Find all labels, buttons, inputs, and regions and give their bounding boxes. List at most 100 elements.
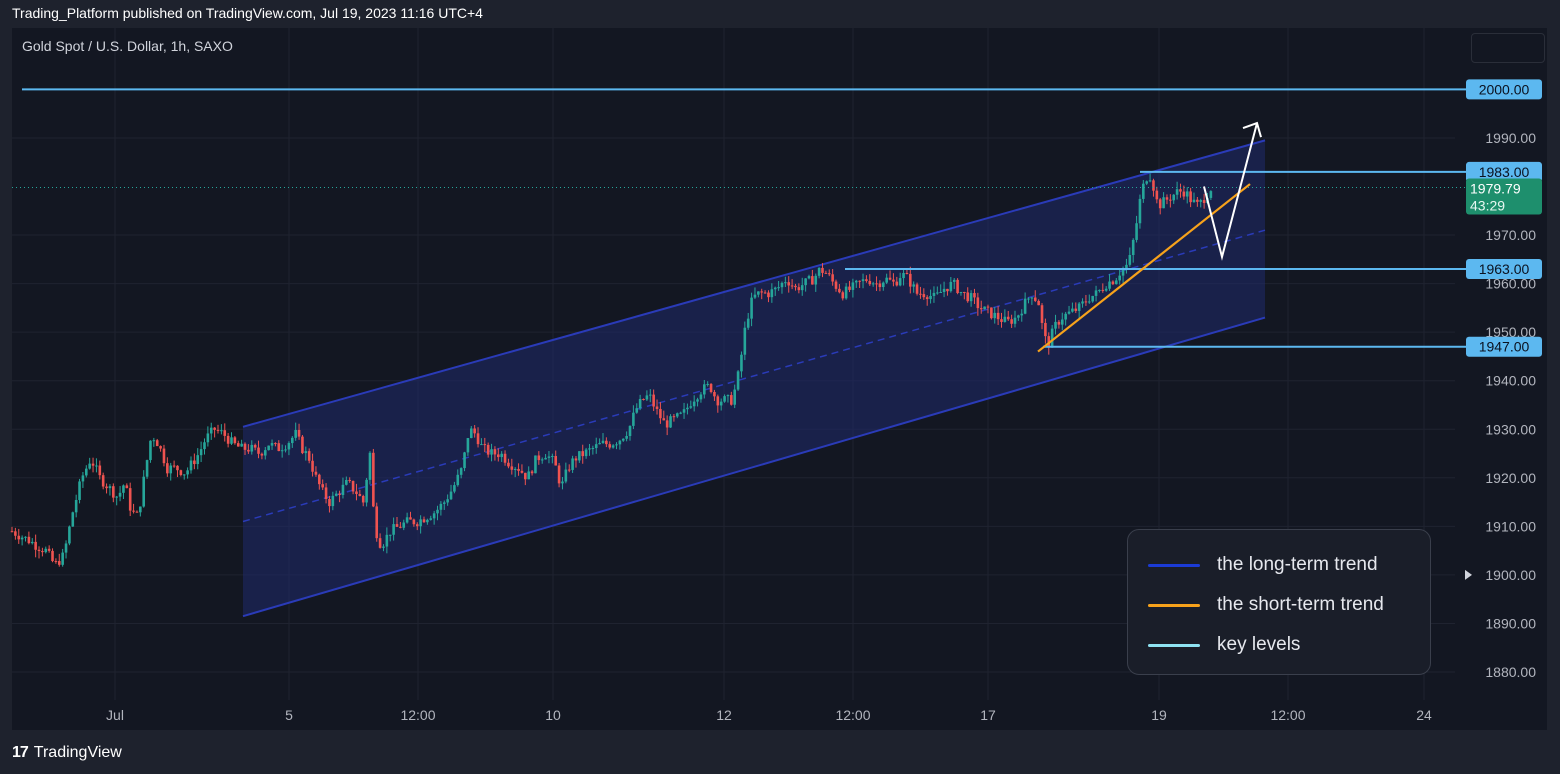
candle-body-down <box>321 484 324 488</box>
candle-body-down <box>1111 281 1115 285</box>
candle-body-down <box>128 488 132 511</box>
candle-body-up <box>1027 298 1030 300</box>
tradingview-logo-text: TradingView <box>33 744 122 761</box>
candle-body-down <box>1010 319 1013 324</box>
key-level-tag <box>1466 336 1542 357</box>
candle-body-down <box>274 443 277 445</box>
candle-body-down <box>713 392 716 397</box>
candle-body-down <box>1152 180 1155 191</box>
candle-body-down <box>179 470 183 475</box>
candle-body-up <box>186 470 189 475</box>
candle-body-up <box>733 389 736 405</box>
candle-body-up <box>1071 308 1074 312</box>
x-tick-label: 24 <box>1416 707 1432 723</box>
candle-body-up <box>807 276 811 279</box>
candle-body-down <box>355 491 358 495</box>
candle-body-up <box>632 412 635 426</box>
candle-body-down <box>925 297 929 300</box>
projection-arrow <box>1203 121 1262 261</box>
candle-body-down <box>510 466 514 470</box>
candle-body-down <box>213 427 216 430</box>
candle-body-down <box>176 465 179 471</box>
candle-body-up <box>1098 289 1101 291</box>
candle-body-down <box>608 444 612 448</box>
candle-body-down <box>1182 191 1186 197</box>
candle-body-down <box>892 279 895 282</box>
candle-body-down <box>236 443 240 447</box>
candle-body-down <box>665 420 669 428</box>
candle-body-up <box>817 267 821 276</box>
candle-body-up <box>696 399 699 402</box>
candle-body-down <box>716 396 720 406</box>
long-term-channel <box>242 139 1266 618</box>
candle-body-up <box>952 279 956 282</box>
candle-body-up <box>78 481 81 500</box>
candle-body-down <box>98 465 102 476</box>
x-tick-label: 12:00 <box>400 707 435 723</box>
candle-body-down <box>868 280 872 285</box>
candle-body-down <box>17 535 21 540</box>
tradingview-logo-icon: 17 <box>12 744 29 761</box>
y-tick-label: 1880.00 <box>1485 664 1536 680</box>
symbol-title: Gold Spot / U.S. Dollar, 1h, SAXO <box>22 38 233 54</box>
candle-body-up <box>912 284 915 287</box>
candle-body-down <box>486 444 490 455</box>
candle-body-up <box>1142 183 1145 199</box>
candle-body-down <box>51 550 54 562</box>
candle-body-up <box>149 440 152 461</box>
candle-body-down <box>395 524 399 527</box>
candle-body-down <box>973 293 976 298</box>
candle-body-down <box>503 453 507 463</box>
chart-control-box[interactable] <box>1471 33 1545 63</box>
tradingview-logo[interactable]: 17 TradingView <box>12 744 122 762</box>
candle-body-up <box>402 522 406 528</box>
candle-body-down <box>659 408 662 419</box>
candle-body-up <box>1121 268 1125 276</box>
candle-body-up <box>1013 317 1017 324</box>
candle-body-down <box>409 517 412 520</box>
candle-body-down <box>473 428 476 434</box>
candle-body-down <box>838 288 841 293</box>
candle-body-down <box>530 471 534 474</box>
candle-body-up <box>601 440 605 444</box>
candle-body-up <box>861 279 865 282</box>
candle-body-up <box>993 312 997 319</box>
candle-body-down <box>125 485 129 489</box>
key-levels <box>12 88 1466 348</box>
candle-body-down <box>986 306 990 308</box>
candle-body-down <box>831 274 834 282</box>
key-level-tag-label: 2000.00 <box>1479 81 1530 97</box>
candle-body-up <box>949 281 953 292</box>
candle-body-up <box>439 503 443 510</box>
y-tick-label: 1910.00 <box>1485 518 1536 534</box>
candle-body-down <box>422 519 426 523</box>
candle-body-up <box>345 479 348 485</box>
candle-body-up <box>814 275 818 285</box>
candle-body-up <box>1094 290 1098 296</box>
candle-body-down <box>922 294 926 298</box>
candle-body-up <box>1135 223 1138 240</box>
key-level-tag <box>1466 79 1542 100</box>
candle-body-up <box>692 401 696 407</box>
published-info: Trading_Platform published on TradingVie… <box>12 5 483 21</box>
candle-body-down <box>888 277 892 280</box>
candle-body-up <box>740 354 743 372</box>
candle-body-up <box>959 291 963 294</box>
candle-body-up <box>1081 301 1084 304</box>
candle-body-down <box>763 292 767 294</box>
candle-body-down <box>493 449 497 455</box>
candle-body-down <box>905 272 909 274</box>
candle-body-down <box>311 460 314 472</box>
candle-body-down <box>1074 308 1078 311</box>
candle-body-up <box>628 425 632 437</box>
candle-body-down <box>172 465 176 467</box>
y-tick-label: 1920.00 <box>1485 470 1536 486</box>
candle-body-up <box>81 475 85 482</box>
candle-body-up <box>459 468 463 475</box>
short-term-trend-line <box>1037 183 1251 353</box>
candle-body-up <box>209 427 213 434</box>
candle-body-up <box>591 448 595 450</box>
candle-body-up <box>540 459 544 461</box>
legend-swatch-long-term <box>1148 563 1200 567</box>
